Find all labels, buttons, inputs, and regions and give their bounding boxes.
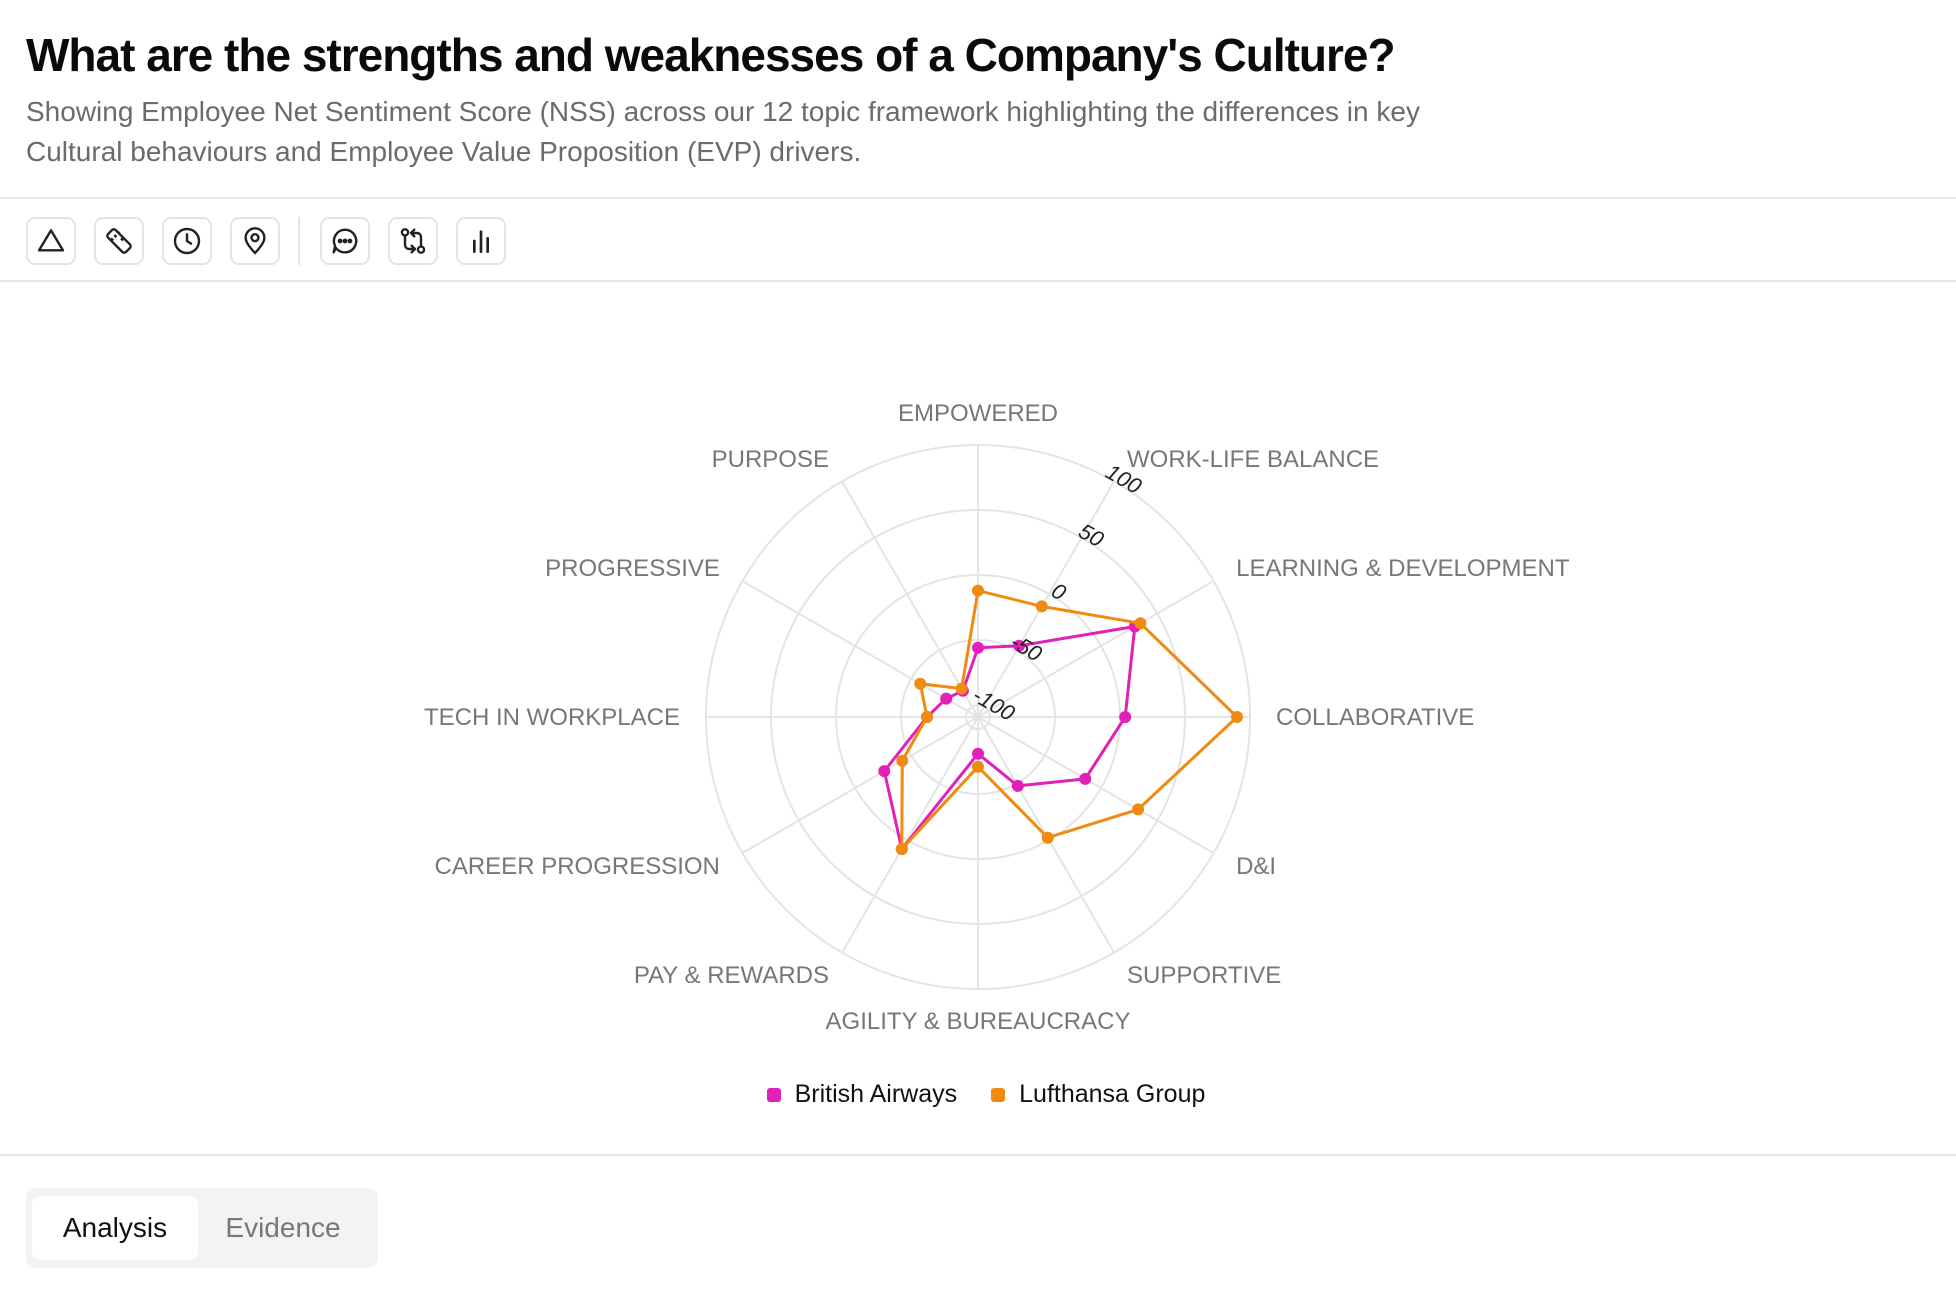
legend-swatch (991, 1087, 1006, 1102)
grid-spoke (741, 580, 979, 718)
data-point[interactable] (972, 584, 984, 597)
axis-label: CAREER PROGRESSION (435, 853, 720, 880)
data-point[interactable] (940, 692, 953, 705)
grid-spoke (841, 716, 979, 954)
data-point[interactable] (878, 765, 891, 778)
data-point[interactable] (1011, 779, 1024, 792)
data-point[interactable] (921, 711, 933, 723)
radar-series (878, 584, 1243, 855)
grid-spoke (977, 716, 1215, 854)
grid-spoke (741, 716, 979, 854)
data-point[interactable] (1231, 711, 1243, 723)
series-line-1 (900, 589, 1239, 851)
grid-spoke (977, 480, 1115, 718)
chart-footer-divider (0, 1154, 1956, 1156)
chart-legend: British Airways Lufthansa Group (8, 1080, 1956, 1109)
legend-label: Lufthansa Group (1019, 1080, 1206, 1108)
page-title: What are the strengths and weaknesses of… (26, 29, 1396, 81)
clock-icon (173, 227, 201, 255)
git-compare-icon (400, 228, 426, 254)
data-point[interactable] (955, 682, 968, 695)
data-point[interactable] (896, 754, 909, 767)
axis-label: WORK-LIFE BALANCE (1127, 446, 1379, 473)
grid-spoke (977, 580, 1215, 718)
chat-icon (332, 228, 358, 254)
legend-swatch (766, 1087, 781, 1102)
axis-label: PURPOSE (712, 446, 829, 473)
bar-chart-button[interactable] (456, 217, 506, 265)
radar-grid (705, 444, 1251, 990)
bar-chart-icon (473, 230, 489, 253)
toolbar-separator (298, 217, 300, 265)
axis-label: D&I (1236, 853, 1276, 880)
triangle-button[interactable] (26, 217, 76, 265)
data-point[interactable] (1134, 617, 1147, 630)
radial-tick-label: 50 (1074, 518, 1108, 552)
legend-label: British Airways (794, 1080, 958, 1108)
data-point[interactable] (914, 677, 927, 690)
data-point[interactable] (1079, 772, 1092, 785)
axis-label: PROGRESSIVE (545, 555, 720, 582)
map-pin-button[interactable] (230, 217, 280, 265)
axis-label: EMPOWERED (898, 400, 1058, 427)
ruler-icon (106, 228, 132, 254)
compare-button[interactable] (388, 217, 438, 265)
tab-evidence[interactable]: Evidence (225, 1212, 341, 1243)
axis-label: PAY & REWARDS (634, 962, 829, 989)
view-tabs: Analysis Evidence (26, 1188, 378, 1268)
data-point[interactable] (1035, 600, 1048, 613)
radial-tick-label: -50 (1006, 629, 1047, 667)
data-point[interactable] (1119, 711, 1132, 723)
data-point[interactable] (895, 843, 908, 855)
axis-label: AGILITY & BUREAUCRACY (826, 1008, 1131, 1035)
radar-axis-labels: EMPOWERED WORK-LIFE BALANCE LEARNING & DEV… (424, 400, 1570, 1035)
triangle-icon (37, 229, 65, 252)
map-pin-icon (244, 227, 266, 255)
radar-chart: EMPOWERED WORK-LIFE BALANCE LEARNING & DEV… (424, 400, 1570, 1035)
clock-button[interactable] (162, 217, 212, 265)
toolbar-divider (0, 280, 1956, 282)
chart-toolbar (26, 216, 524, 266)
axis-label: SUPPORTIVE (1127, 962, 1281, 989)
legend-item-british-airways[interactable]: British Airways (766, 1080, 958, 1109)
tab-analysis[interactable]: Analysis (32, 1196, 198, 1260)
legend-item-lufthansa-group[interactable]: Lufthansa Group (991, 1080, 1205, 1109)
chart-header: What are the strengths and weaknesses of… (26, 24, 1526, 172)
grid-spoke (841, 480, 979, 718)
data-point[interactable] (972, 760, 984, 773)
data-point[interactable] (1013, 639, 1026, 652)
axis-label: LEARNING & DEVELOPMENT (1236, 555, 1570, 582)
data-point[interactable] (1132, 803, 1145, 816)
page-subtitle: Showing Employee Net Sentiment Score (NS… (26, 96, 1420, 167)
ruler-button[interactable] (94, 217, 144, 265)
comment-button[interactable] (320, 217, 370, 265)
data-point[interactable] (972, 747, 984, 760)
radial-tick-label: 0 (1047, 578, 1071, 606)
data-point[interactable] (1041, 831, 1054, 844)
data-point[interactable] (972, 641, 984, 654)
axis-label: COLLABORATIVE (1276, 704, 1474, 731)
header-divider (0, 197, 1956, 199)
axis-label: TECH IN WORKPLACE (424, 704, 680, 731)
